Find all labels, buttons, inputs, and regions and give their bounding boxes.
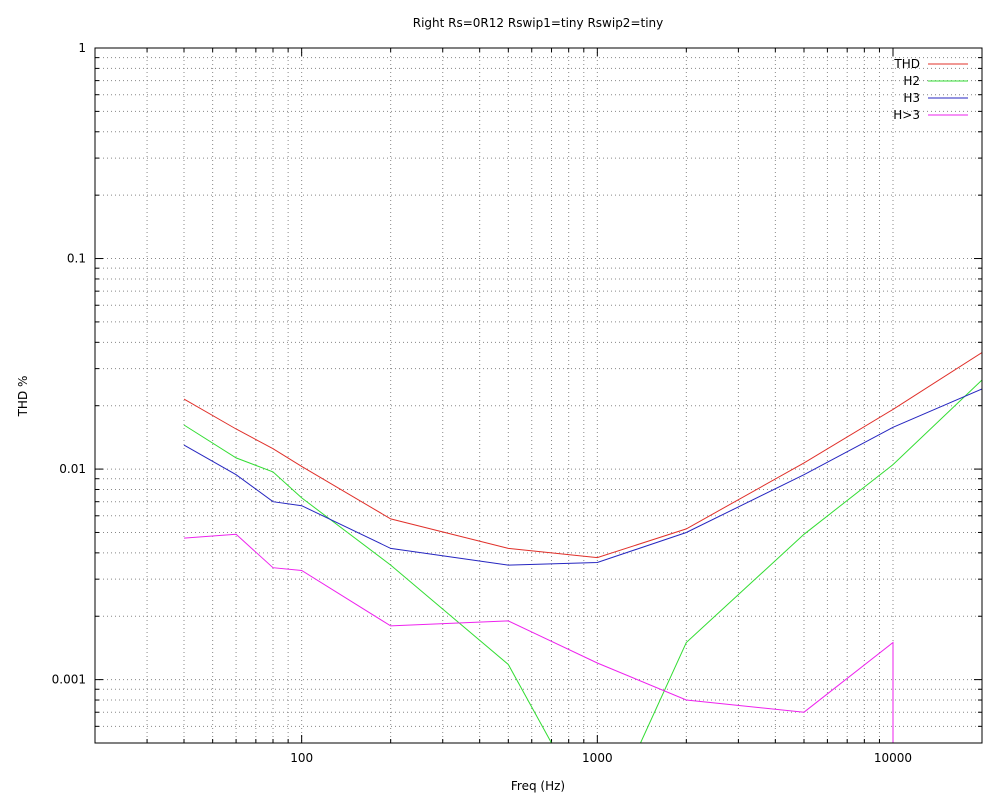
y-tick-label: 0.1 [67,252,86,266]
y-tick-label: 0.01 [59,462,86,476]
y-tick-label: 1 [78,41,86,55]
series-line-h3 [183,388,982,566]
legend-label: H>3 [893,108,920,122]
series-lines [183,352,982,743]
x-tick-label: 1000 [582,751,613,765]
y-axis-label: THD % [16,376,30,418]
series-line-thd [183,352,982,559]
chart-title: Right Rs=0R12 Rswip1=tiny Rswip2=tiny [413,16,664,30]
legend: THD H2 H3 H>3 [893,57,968,122]
y-tick-label: 0.001 [52,673,86,687]
legend-label: H2 [903,74,920,88]
x-tick-label: 100 [290,751,313,765]
x-tick-label: 10000 [874,751,912,765]
legend-label: THD [893,57,920,71]
legend-label: H3 [903,91,920,105]
x-axis-label: Freq (Hz) [511,779,565,793]
series-line-h-3 [183,533,894,743]
axis-ticks: 100 1000 10000 1 0.1 0.01 0.001 [52,41,983,765]
plot-frame [94,47,983,744]
series-line-h2 [183,379,982,743]
